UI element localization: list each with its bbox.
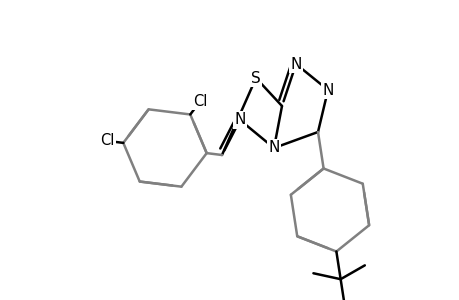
Text: N: N (234, 112, 245, 128)
Text: S: S (251, 70, 260, 86)
Text: Cl: Cl (100, 134, 114, 148)
Text: N: N (268, 140, 279, 155)
Text: N: N (290, 56, 301, 71)
Text: N: N (322, 82, 333, 98)
Text: Cl: Cl (192, 94, 207, 109)
